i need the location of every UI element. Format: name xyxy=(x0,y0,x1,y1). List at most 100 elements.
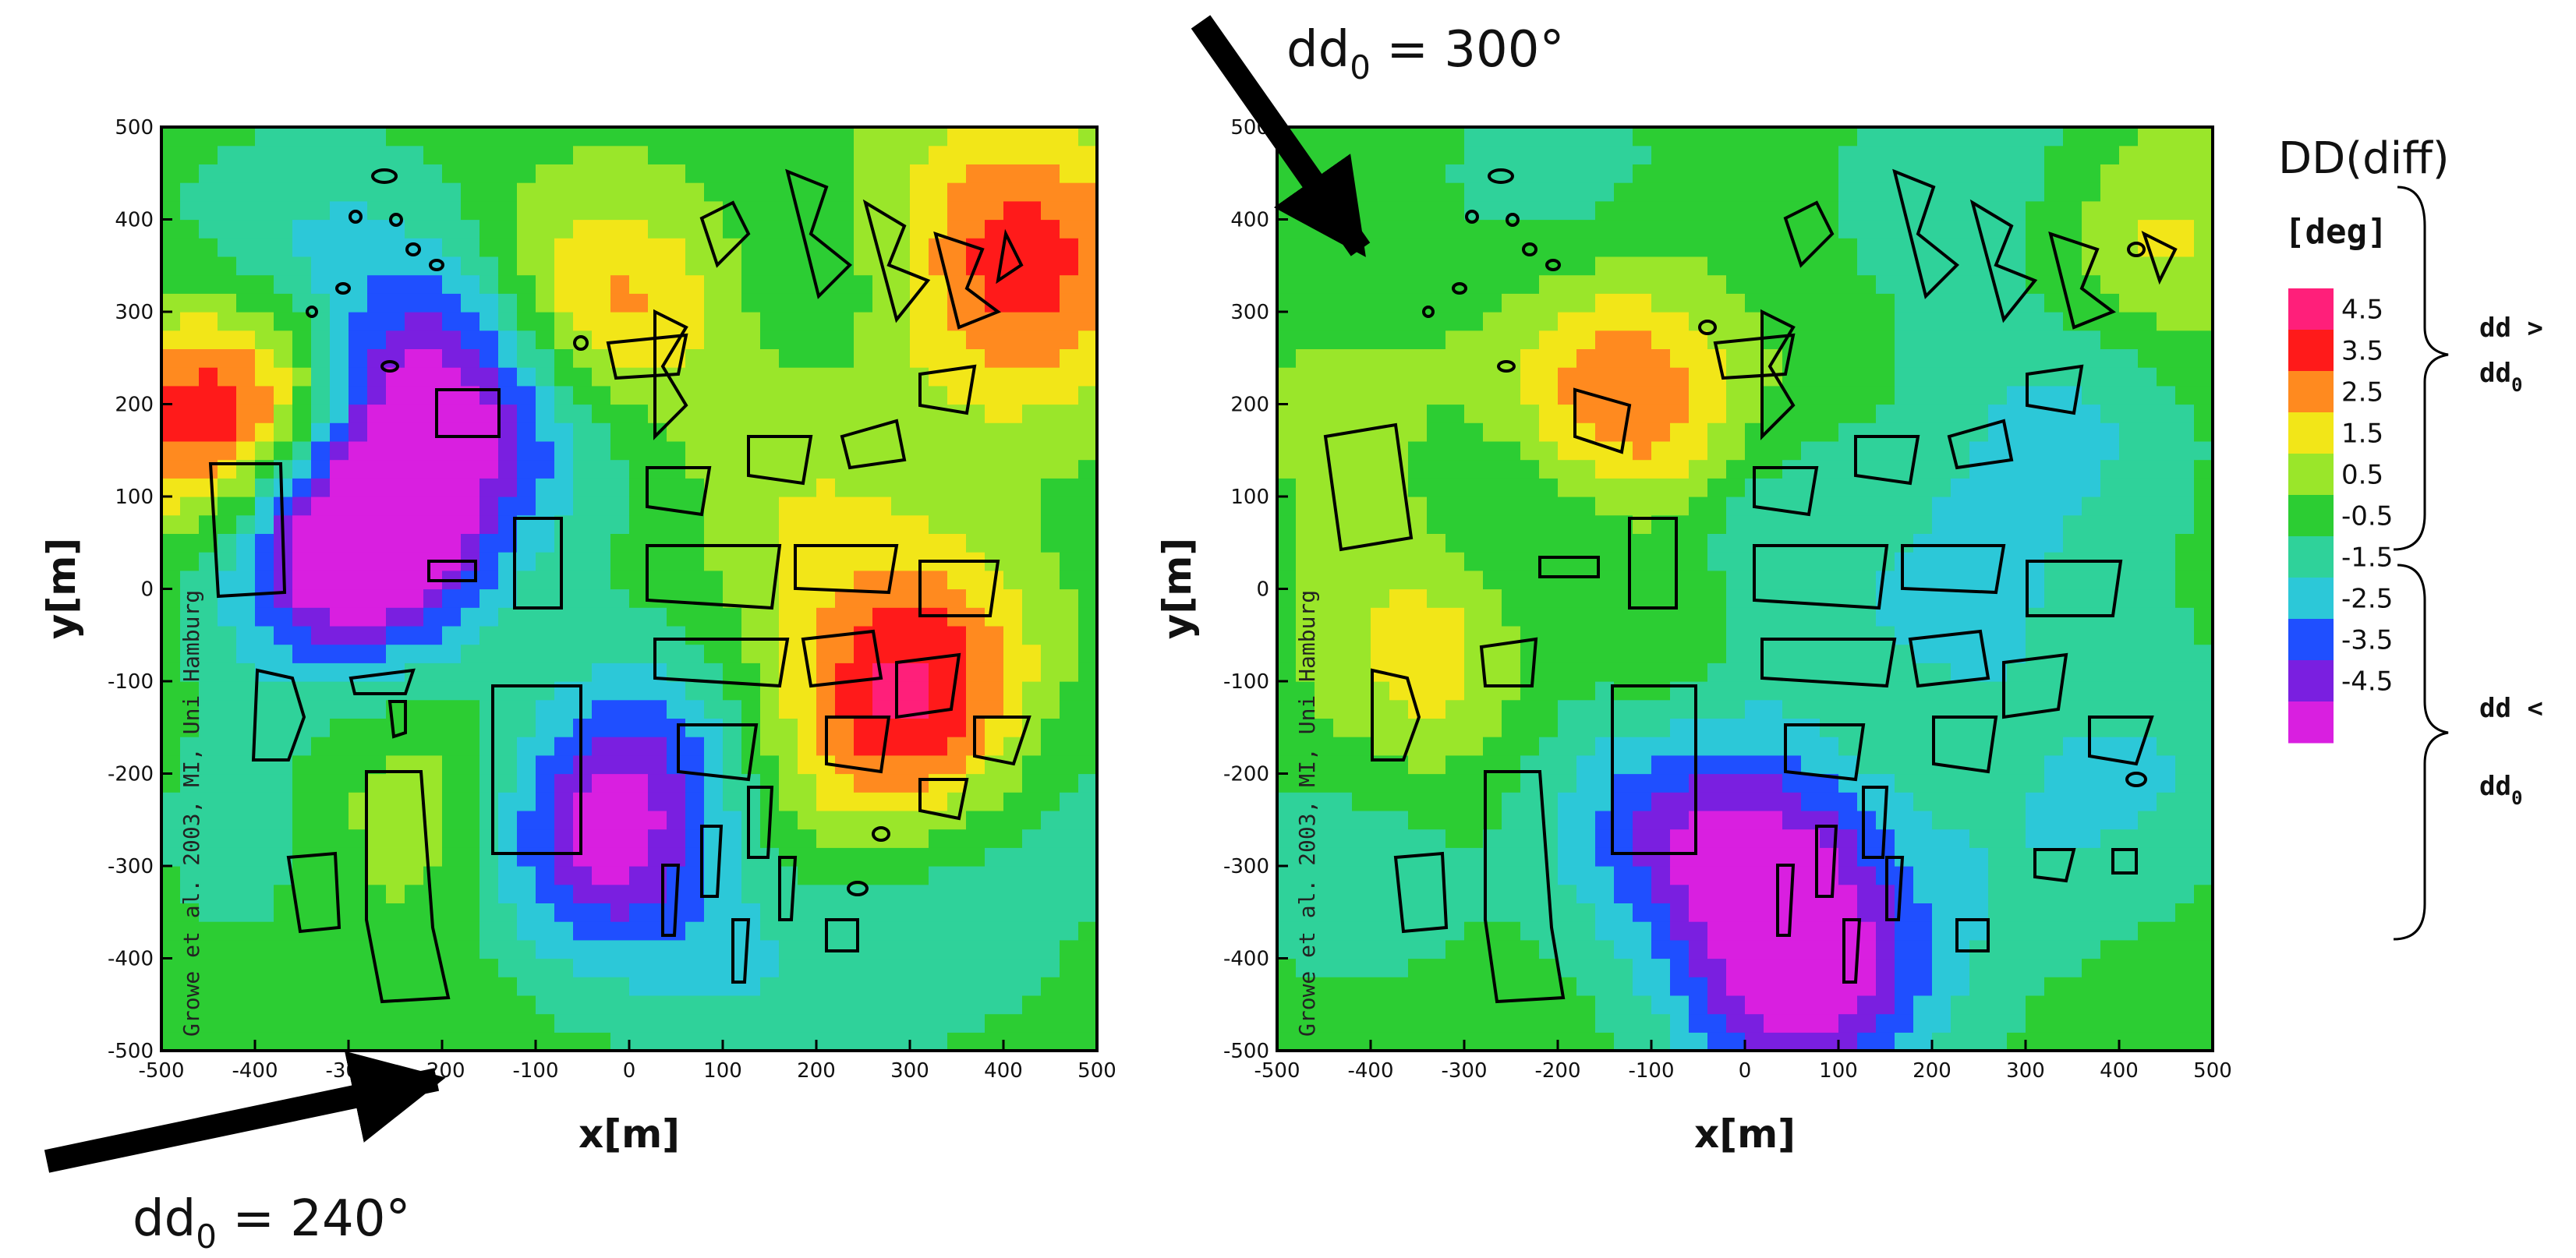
right-heat-cell xyxy=(2044,977,2064,996)
left-heat-cell xyxy=(498,939,518,959)
right-heat-cell xyxy=(1296,699,1315,719)
right-heat-cell xyxy=(1707,127,1727,147)
left-heat-cell xyxy=(461,607,480,627)
left-heat-cell xyxy=(218,607,237,627)
left-heat-cell xyxy=(610,866,630,885)
left-heat-cell xyxy=(1022,663,1042,682)
right-heat-cell xyxy=(1745,293,1764,313)
right-heat-cell xyxy=(1614,977,1633,996)
right-heat-cell xyxy=(1352,552,1371,571)
left-heat-cell xyxy=(236,385,256,405)
left-heat-cell xyxy=(798,127,817,147)
right-heat-cell xyxy=(1427,754,1446,775)
left-heat-cell xyxy=(891,274,911,294)
right-heat-cell xyxy=(1932,699,1951,719)
right-heat-cell xyxy=(1838,533,1858,553)
right-heat-cell xyxy=(1595,533,1615,553)
right-heat-cell xyxy=(1782,792,1802,811)
left-heat-cell xyxy=(330,847,349,867)
left-heat-cell xyxy=(442,404,462,423)
right-heat-cell xyxy=(1315,440,1334,461)
right-heat-cell xyxy=(1820,977,1839,996)
left-heat-cell xyxy=(929,459,948,479)
left-heat-cell xyxy=(741,588,761,608)
right-heat-cell xyxy=(1895,829,1914,848)
right-heat-cell xyxy=(1464,847,1484,867)
right-heat-cell xyxy=(1445,127,1465,147)
right-heat-cell xyxy=(1651,330,1671,349)
left-heat-cell xyxy=(723,422,742,442)
right-heat-cell xyxy=(1483,496,1502,516)
right-heat-cell xyxy=(1969,847,1989,867)
left-heat-cell xyxy=(274,884,293,903)
right-heat-cell xyxy=(1951,552,1970,571)
right-heat-cell xyxy=(1539,459,1559,479)
right-heat-cell xyxy=(1764,570,1783,590)
right-heat-cell xyxy=(1651,385,1671,405)
right-heat-cell xyxy=(1539,330,1559,349)
left-heat-cell xyxy=(985,903,1004,922)
right-heat-cell xyxy=(1502,478,1521,497)
left-heat-cell xyxy=(405,422,424,442)
right-heat-cell xyxy=(1371,847,1390,867)
right-heat-cell xyxy=(1352,754,1371,775)
left-heat-cell xyxy=(311,977,331,996)
right-heat-cell xyxy=(1296,440,1315,461)
left-heat-cell xyxy=(910,440,929,461)
left-heat-cell xyxy=(573,829,593,848)
right-heat-cell xyxy=(1576,367,1596,387)
right-heat-cell xyxy=(1726,866,1746,885)
right-heat-cell xyxy=(2082,570,2101,590)
right-heat-cell xyxy=(1707,274,1727,294)
left-heat-cell xyxy=(311,1013,331,1033)
left-heat-cell xyxy=(685,145,705,164)
right-heat-cell xyxy=(1464,903,1484,922)
left-heat-cell xyxy=(311,792,331,811)
left-heat-cell xyxy=(816,570,836,590)
left-heat-cell xyxy=(610,219,630,239)
right-heat-cell xyxy=(1502,1013,1521,1033)
left-heat-cell xyxy=(947,570,967,590)
left-heat-cell xyxy=(798,977,817,996)
right-heat-cell xyxy=(1782,293,1802,313)
right-heat-cell xyxy=(1969,478,1989,497)
left-heat-cell xyxy=(367,200,387,221)
right-heat-cell xyxy=(1838,625,1858,645)
right-heat-cell xyxy=(1315,995,1334,1015)
right-heat-cell xyxy=(1689,607,1708,627)
right-heat-cell xyxy=(1576,663,1596,682)
left-heat-cell xyxy=(461,127,480,147)
right-heat-cell xyxy=(1633,1032,1652,1051)
left-heat-cell xyxy=(835,792,855,811)
right-heat-cell xyxy=(2082,977,2101,996)
right-heat-cell xyxy=(1764,440,1783,461)
left-heat-cell xyxy=(835,330,855,349)
left-heat-cell xyxy=(816,367,836,387)
left-heat-cell xyxy=(554,422,574,442)
left-heat-cell xyxy=(274,127,293,147)
right-heat-cell xyxy=(1838,718,1858,737)
right-heat-cell xyxy=(1296,459,1315,479)
right-heat-cell xyxy=(1408,1032,1428,1051)
left-heat-cell xyxy=(423,533,443,553)
left-heat-cell xyxy=(1022,681,1042,701)
right-heat-cell xyxy=(1315,977,1334,996)
right-heat-cell xyxy=(1913,958,1933,977)
right-heat-cell xyxy=(1483,533,1502,553)
left-heat-cell xyxy=(330,200,349,221)
left-heat-cell xyxy=(517,773,536,793)
left-heat-cell xyxy=(311,810,331,830)
left-heat-cell xyxy=(910,256,929,276)
left-heat-cell xyxy=(405,496,424,516)
left-heat-cell xyxy=(330,478,349,497)
right-heat-cell xyxy=(2100,810,2120,830)
left-heat-cell xyxy=(479,312,499,331)
left-heat-cell xyxy=(161,385,181,405)
right-heat-cell xyxy=(2063,164,2082,183)
left-heat-cell xyxy=(536,939,555,959)
left-heat-cell xyxy=(629,939,649,959)
right-heat-cell xyxy=(1595,514,1615,534)
left-heat-cell xyxy=(479,607,499,627)
right-heat-cell xyxy=(1558,293,1577,313)
right-heat-cell xyxy=(2138,644,2157,663)
